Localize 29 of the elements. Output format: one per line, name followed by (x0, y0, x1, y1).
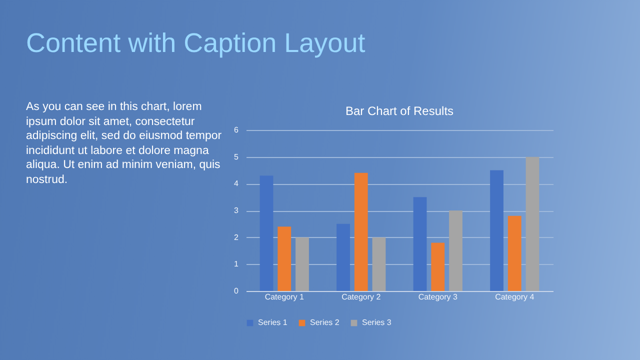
bar (431, 242, 445, 291)
y-tick-label: 1 (234, 260, 240, 269)
y-tick-label: 3 (234, 206, 240, 215)
x-tick-label: Category 1 (264, 292, 304, 302)
x-tick-label: Category 2 (342, 292, 382, 302)
bar (490, 170, 504, 291)
y-tick-label: 0 (234, 286, 240, 296)
bar (336, 224, 350, 291)
y-tick-label: 4 (234, 179, 240, 188)
bar (508, 216, 522, 291)
x-tick-label: Category 3 (418, 292, 458, 302)
bar (413, 197, 427, 291)
y-tick-label: 2 (234, 232, 240, 242)
bar (354, 172, 368, 291)
x-tick-label: Category 4 (495, 292, 535, 302)
y-tick-label: 6 (234, 126, 240, 134)
legend-label: Series 1 (258, 318, 288, 327)
legend-label: Series 2 (310, 318, 340, 327)
bar (372, 237, 386, 291)
bar (449, 210, 462, 291)
bar (296, 237, 309, 291)
bar (526, 156, 540, 291)
chart-title: Bar Chart of Results (345, 104, 454, 118)
text: Content with Caption Layout (26, 28, 366, 59)
bar (278, 226, 292, 291)
legend-label: Series 3 (362, 318, 392, 327)
text: As you can see in this chart, lorem ipsum dolor sit amet, consectetur adipiscing elit, sed do eiusmod tempor incididunt ut labore et dolore magna aliqua. Ut enim ad minim veniam, quis nostrud. (26, 100, 223, 187)
bar (260, 176, 274, 291)
y-tick-label: 5 (234, 152, 240, 162)
